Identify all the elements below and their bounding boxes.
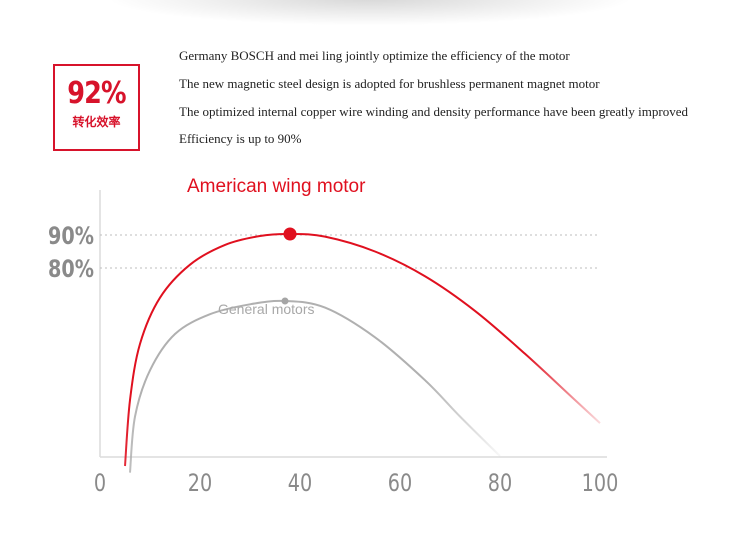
y-tick-label: 80% [48, 256, 94, 284]
series-line-american-wing [124, 232, 601, 467]
x-tick-label: 80 [488, 470, 512, 498]
x-tick-label: 20 [188, 470, 212, 498]
description-line-1: Germany BOSCH and mei ling jointly optim… [179, 48, 570, 63]
series-label-general-motors: General motors [218, 301, 314, 317]
x-tick-label: 100 [582, 470, 619, 498]
description-line-3: The optimized internal copper wire windi… [179, 104, 688, 119]
chart-title: American wing motor [187, 176, 366, 197]
x-tick-label: 60 [388, 470, 412, 498]
x-tick-label: 0 [94, 470, 106, 498]
x-tick-label: 40 [288, 470, 312, 498]
efficiency-badge: 92% 转化效率 [53, 64, 140, 151]
badge-label: 转化效率 [72, 115, 121, 129]
description-line-2: The new magnetic steel design is adopted… [179, 76, 600, 91]
description-line-4: Efficiency is up to 90% [179, 131, 302, 146]
badge-value: 92% [67, 76, 126, 111]
y-tick-label: 90% [48, 223, 94, 251]
series-line-general-motors [129, 299, 501, 473]
peak-marker-general-motors [281, 297, 289, 305]
peak-marker-american-wing [283, 227, 297, 241]
